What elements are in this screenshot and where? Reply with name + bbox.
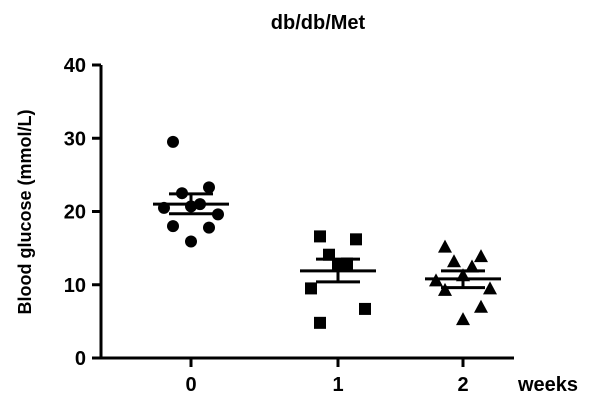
data-point <box>483 281 497 295</box>
data-point <box>305 282 317 295</box>
data-point <box>465 259 479 273</box>
data-point <box>167 220 179 233</box>
data-marks <box>153 135 501 329</box>
y-axis-label: Blood glucose (mmol/L) <box>15 109 35 314</box>
chart-title: db/db/Met <box>271 12 366 34</box>
y-tick-label: 30 <box>64 128 86 150</box>
data-point <box>167 135 179 148</box>
data-point <box>203 221 215 234</box>
x-tick-label: 1 <box>332 374 343 396</box>
x-tick-label: 2 <box>457 374 468 396</box>
x-tick-label: 0 <box>185 374 196 396</box>
data-point <box>185 235 197 248</box>
axes: 0 10 20 30 40 0 1 2 <box>64 55 514 396</box>
data-point <box>314 230 326 243</box>
y-tick-label: 20 <box>64 202 86 224</box>
data-point <box>447 254 461 268</box>
y-tick-label: 40 <box>64 55 86 77</box>
data-point <box>203 181 215 194</box>
y-tick-label: 10 <box>64 275 86 297</box>
x-axis-label: weeks <box>517 374 578 396</box>
data-point <box>212 208 224 221</box>
data-point <box>438 239 452 253</box>
data-point <box>438 282 452 296</box>
data-point <box>359 302 371 315</box>
y-tick-label: 0 <box>75 348 86 370</box>
data-point <box>474 249 488 263</box>
data-point <box>474 299 488 313</box>
data-point <box>350 233 362 246</box>
data-point <box>314 316 326 329</box>
data-point <box>456 312 470 326</box>
